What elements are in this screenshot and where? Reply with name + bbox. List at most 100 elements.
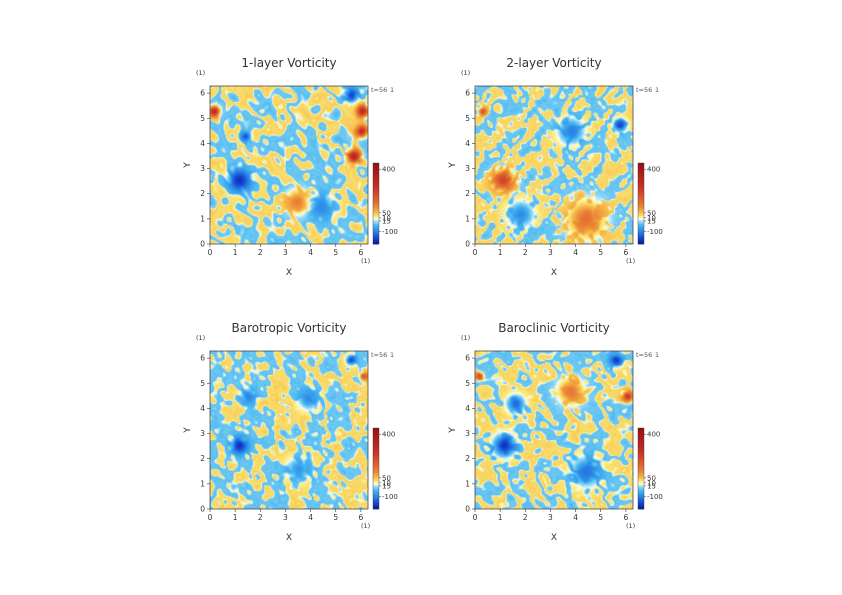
x-tick-label: 4 xyxy=(573,248,578,257)
colorbar-label: 400 xyxy=(647,166,660,174)
plot-frame xyxy=(474,350,634,510)
colorbar-segment xyxy=(373,191,379,194)
colorbar-segment xyxy=(638,223,644,227)
time-label: t=56 xyxy=(636,86,652,94)
colorbar-segment xyxy=(373,199,379,202)
y-unit-label: (1) xyxy=(461,334,470,342)
colorbar-segment xyxy=(373,464,379,467)
y-tick-label: 6 xyxy=(200,89,205,98)
colorbar-frame xyxy=(637,162,645,245)
panel-title: 2-layer Vorticity xyxy=(506,56,601,70)
colorbar-segment xyxy=(638,185,644,188)
colorbar-segment xyxy=(373,169,379,172)
x-tick-label: 5 xyxy=(333,513,338,522)
y-tick-label: 4 xyxy=(200,139,205,148)
colorbar-segment xyxy=(373,488,379,492)
colorbar-segment xyxy=(638,181,644,184)
x-tick-label: 2 xyxy=(523,513,528,522)
x-tick-label: 3 xyxy=(283,513,288,522)
colorbar-label: -100 xyxy=(647,493,663,501)
x-tick-label: 0 xyxy=(208,248,213,257)
y-unit-label: (1) xyxy=(196,334,205,342)
colorbar-segment xyxy=(638,187,644,190)
colorbar-segment xyxy=(638,484,644,488)
colorbar-segment xyxy=(638,438,644,441)
colorbar-segment xyxy=(638,496,644,500)
panel-title: Barotropic Vorticity xyxy=(231,321,346,335)
plot-frame xyxy=(209,85,369,245)
colorbar-segment xyxy=(638,193,644,196)
colorbar-segment xyxy=(638,163,644,166)
colorbar-segment xyxy=(638,478,644,482)
colorbar-segment xyxy=(373,221,379,225)
x-unit-label: (1) xyxy=(626,257,635,265)
time-unit: 1 xyxy=(655,351,659,359)
colorbar-segment xyxy=(638,211,644,215)
colorbar-segment xyxy=(638,466,644,469)
y-tick-label: 5 xyxy=(465,379,470,388)
x-tick-label: 5 xyxy=(598,513,603,522)
colorbar-label: 10 xyxy=(647,479,656,487)
colorbar-segment xyxy=(638,482,644,486)
colorbar-segment xyxy=(638,213,644,217)
colorbar-segment xyxy=(373,434,379,437)
colorbar-segment xyxy=(373,502,379,506)
colorbar-label: -100 xyxy=(382,228,398,236)
colorbar-segment xyxy=(373,478,379,482)
vorticity-field xyxy=(210,351,368,509)
x-tick-label: 3 xyxy=(283,248,288,257)
x-tick-label: 2 xyxy=(523,248,528,257)
x-tick-label: 2 xyxy=(258,248,263,257)
colorbar-segment xyxy=(638,432,644,435)
colorbar-segment xyxy=(373,167,379,170)
colorbar-segment xyxy=(638,169,644,172)
x-tick-label: 3 xyxy=(548,513,553,522)
colorbar-segment xyxy=(373,193,379,196)
colorbar-segment xyxy=(373,460,379,463)
colorbar-segment xyxy=(373,498,379,502)
x-tick-label: 3 xyxy=(548,248,553,257)
colorbar-segment xyxy=(373,442,379,445)
colorbar-label: 15 xyxy=(382,217,391,225)
colorbar-segment xyxy=(638,177,644,180)
colorbar-segment xyxy=(373,466,379,469)
colorbar-segment xyxy=(638,506,644,510)
colorbar-segment xyxy=(373,454,379,457)
colorbar-segment xyxy=(373,223,379,227)
x-tick-label: 6 xyxy=(623,513,628,522)
colorbar-segment xyxy=(638,207,644,210)
colorbar-segment xyxy=(373,195,379,198)
colorbar-segment xyxy=(638,452,644,455)
y-tick-label: 3 xyxy=(465,429,470,438)
colorbar-segment xyxy=(638,173,644,176)
y-tick-label: 2 xyxy=(200,189,205,198)
colorbar-segment xyxy=(373,185,379,188)
colorbar-segment xyxy=(373,203,379,206)
colorbar-segment xyxy=(638,492,644,496)
y-tick-label: 0 xyxy=(465,240,470,249)
x-tick-label: 4 xyxy=(308,513,313,522)
colorbar-segment xyxy=(638,189,644,192)
colorbar-segment xyxy=(373,213,379,217)
colorbar-segment xyxy=(373,474,379,477)
colorbar-segment xyxy=(373,175,379,178)
colorbar-segment xyxy=(373,428,379,431)
y-unit-label: (1) xyxy=(196,69,205,77)
colorbar-segment xyxy=(638,191,644,194)
x-axis-label: X xyxy=(551,268,557,278)
colorbar-frame xyxy=(372,162,380,245)
colorbar-segment xyxy=(638,460,644,463)
colorbar-segment xyxy=(638,197,644,200)
colorbar-segment xyxy=(638,470,644,473)
colorbar-segment xyxy=(638,201,644,204)
colorbar-segment xyxy=(638,476,644,480)
y-tick-label: 5 xyxy=(200,379,205,388)
colorbar-segment xyxy=(373,201,379,204)
colorbar-segment xyxy=(373,470,379,473)
vorticity-field xyxy=(475,86,633,244)
colorbar-segment xyxy=(638,179,644,182)
colorbar-segment xyxy=(373,187,379,190)
y-tick-label: 2 xyxy=(465,454,470,463)
